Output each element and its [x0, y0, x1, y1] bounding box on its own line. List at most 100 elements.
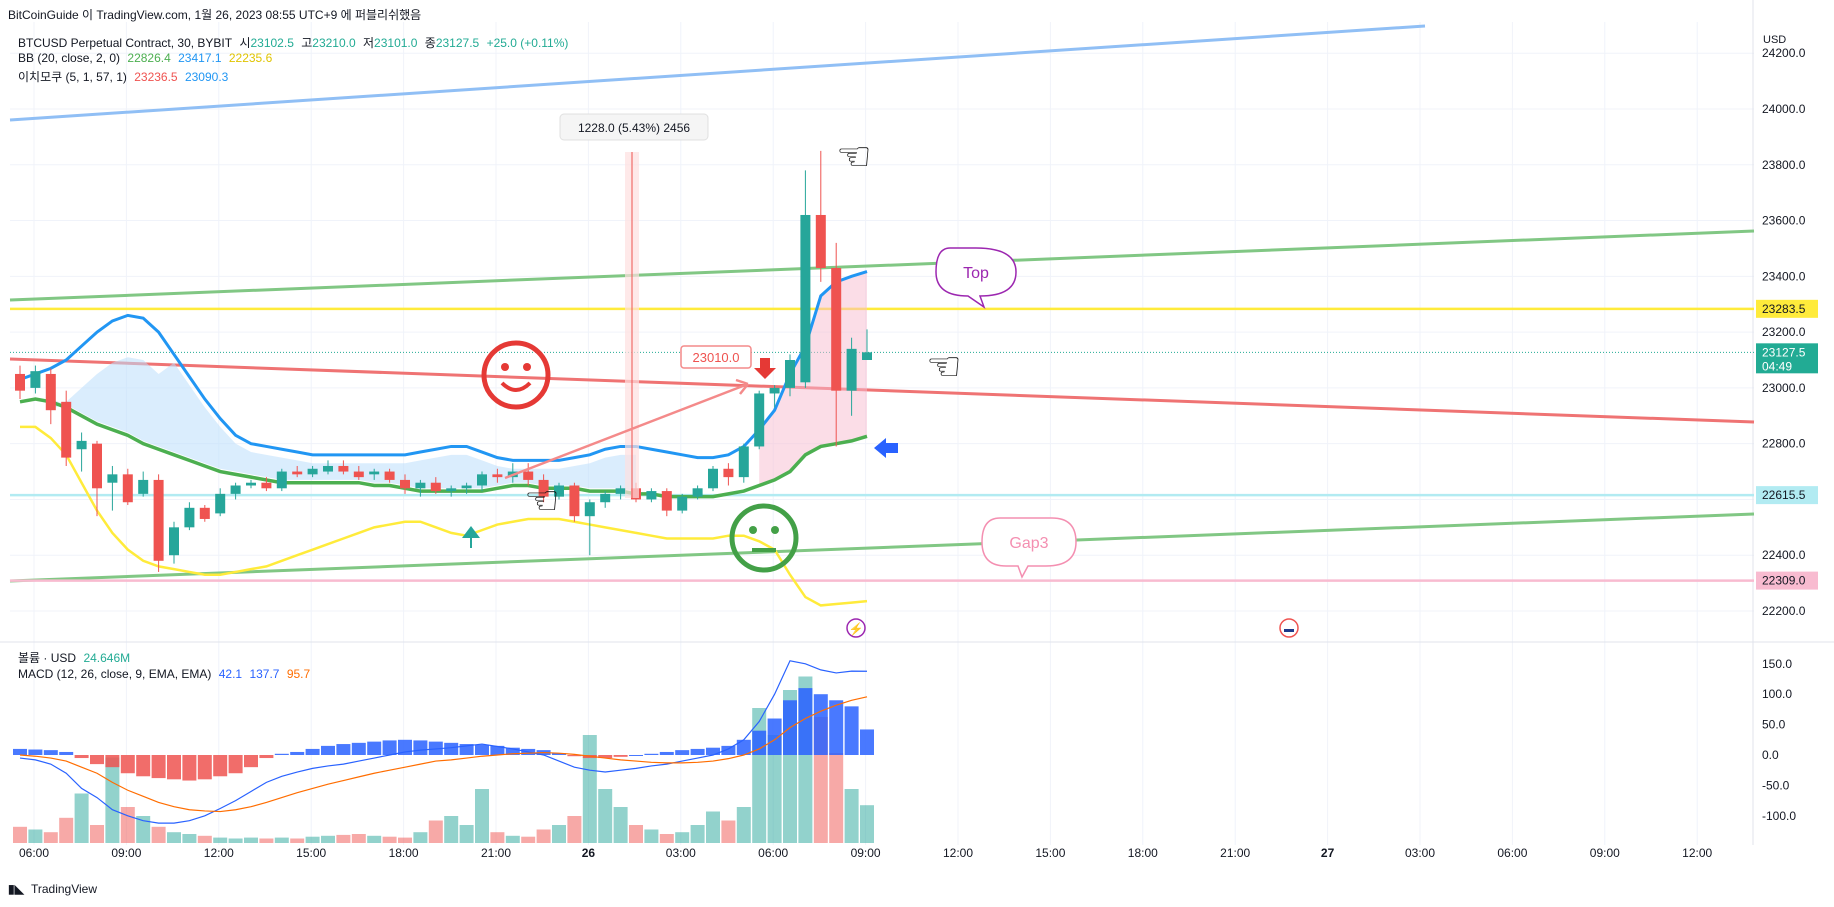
- gap-callout: [981, 517, 1077, 579]
- candle-body: [169, 527, 179, 556]
- bollinger-bands: [19, 270, 868, 607]
- macd-histogram-bar: [13, 748, 27, 755]
- macd-histogram-bar: [413, 740, 428, 755]
- candle-body: [815, 214, 826, 268]
- brand-footer[interactable]: ▮◣ TradingView: [8, 882, 101, 896]
- price-tick-label: 22400.0: [1762, 548, 1806, 562]
- candle-body: [215, 493, 226, 514]
- macd-histogram-bar: [43, 750, 58, 755]
- macd-histogram-bar: [721, 745, 736, 755]
- candle-body: [61, 401, 72, 458]
- volume-bar: [90, 825, 104, 843]
- time-tick-label: 03:00: [666, 846, 696, 860]
- time-tick-label: 15:00: [1035, 846, 1065, 860]
- price-tick-label: 23000.0: [1762, 381, 1806, 395]
- candle-body: [338, 465, 349, 472]
- macd-legend[interactable]: MACD (12, 26, close, 9, EMA, EMA) 42.1 1…: [18, 667, 314, 681]
- candle-body: [708, 468, 718, 489]
- macd-histogram-bar: [675, 750, 690, 755]
- candle-body: [76, 440, 87, 450]
- candle-body: [477, 474, 487, 486]
- pointing-hand-icon: ☜: [836, 135, 872, 179]
- macd-histogram-bar: [490, 745, 505, 755]
- bb-mid-value: 22826.4: [127, 51, 171, 65]
- candle-body: [153, 479, 164, 561]
- ohlc-h: 23210.0: [312, 36, 356, 50]
- volume-bar: [490, 832, 505, 843]
- time-tick-label: 21:00: [481, 846, 511, 860]
- arrow-label-box: [680, 345, 752, 369]
- candle-body: [369, 471, 380, 475]
- volume-bar: [228, 838, 243, 843]
- price-label-countdown: 04:49: [1762, 359, 1792, 373]
- price-tick-label: 22800.0: [1762, 437, 1806, 451]
- grid: [0, 0, 1834, 845]
- publish-line: BitCoinGuide 이 TradingView.com, 1월 26, 2…: [8, 8, 422, 22]
- volume-bar: [182, 834, 197, 843]
- candle-body: [30, 371, 41, 388]
- ohlc-c-label: 종: [424, 36, 436, 50]
- candle-body: [292, 471, 303, 475]
- volume-legend[interactable]: 볼륨 · USD 24.646M: [18, 649, 134, 666]
- time-tick-label: 26: [582, 846, 596, 860]
- candle-body: [677, 496, 688, 511]
- macd-histogram-bar: [59, 751, 74, 755]
- candle-body: [107, 474, 118, 483]
- macd-histogram-bar: [290, 751, 305, 755]
- price-tick-label: 23400.0: [1762, 269, 1806, 283]
- volume-bar: [398, 837, 412, 843]
- price-label-text: 23283.5: [1762, 302, 1806, 316]
- price-label-box: [1756, 486, 1818, 505]
- pointing-hand-icon: ☜: [524, 479, 560, 523]
- volume-bar: [736, 807, 751, 843]
- time-tick-label: 27: [1321, 846, 1335, 860]
- volume-bar: [536, 829, 551, 843]
- macd-histogram-bar: [136, 755, 151, 777]
- candle-body: [446, 488, 457, 492]
- volume-bar: [259, 838, 274, 843]
- volume-bar: [59, 817, 74, 843]
- bb-legend[interactable]: BB (20, close, 2, 0) 22826.4 23417.1 222…: [18, 51, 276, 65]
- macd-histogram-bar: [351, 742, 366, 755]
- smiley-face-icon-eye: [501, 363, 509, 371]
- candle-body: [461, 485, 472, 489]
- neutral-face-icon-circle: [729, 503, 799, 573]
- volume-bar: [582, 735, 597, 843]
- event-lightning-glyph: ⚡: [849, 622, 864, 636]
- volume-label: 볼륨 · USD: [18, 651, 77, 665]
- candle-body: [554, 485, 564, 497]
- candle-body: [831, 267, 842, 391]
- ohlc-l-label: 저: [363, 36, 375, 50]
- symbol-legend[interactable]: BTCUSD Perpetual Contract, 30, BYBIT 시23…: [18, 34, 572, 51]
- macd-histogram-bar: [844, 706, 859, 755]
- ichimoku-legend[interactable]: 이치모쿠 (5, 1, 57, 1) 23236.5 23090.3: [18, 68, 232, 85]
- volume-bar: [860, 805, 874, 843]
- macd-histogram-bar: [74, 755, 89, 759]
- smiley-face-icon-mouth: [500, 381, 532, 392]
- macd-histogram-bar: [736, 739, 751, 755]
- macd-tick-label: -100.0: [1762, 809, 1796, 823]
- macd-signal-value: 137.7: [249, 667, 280, 681]
- candle-body: [846, 348, 857, 391]
- bb-lower-value: 22235.6: [228, 51, 273, 65]
- bb-label: BB (20, close, 2, 0): [18, 51, 121, 65]
- time-tick-label: 12:00: [204, 846, 234, 860]
- volume-bar: [829, 753, 844, 843]
- volume-bar: [321, 835, 335, 843]
- candle-body: [323, 465, 333, 472]
- macd-histogram-bar: [644, 753, 659, 755]
- neutral-face-icon-eye: [749, 526, 757, 534]
- tradingview-logo-icon: ▮◣: [8, 882, 24, 896]
- volume-bar: [475, 789, 489, 843]
- candle-body: [569, 485, 580, 517]
- volume-bar: [167, 832, 181, 843]
- candle-body: [738, 446, 749, 478]
- volume-bar: [690, 825, 705, 843]
- macd-tick-label: 100.0: [1762, 687, 1792, 701]
- candle-body: [862, 352, 872, 360]
- time-tick-label: 06:00: [758, 846, 788, 860]
- price-label-text: 22309.0: [1762, 574, 1806, 588]
- macd-histogram-bar: [259, 755, 274, 759]
- macd-histogram-bar: [382, 740, 397, 755]
